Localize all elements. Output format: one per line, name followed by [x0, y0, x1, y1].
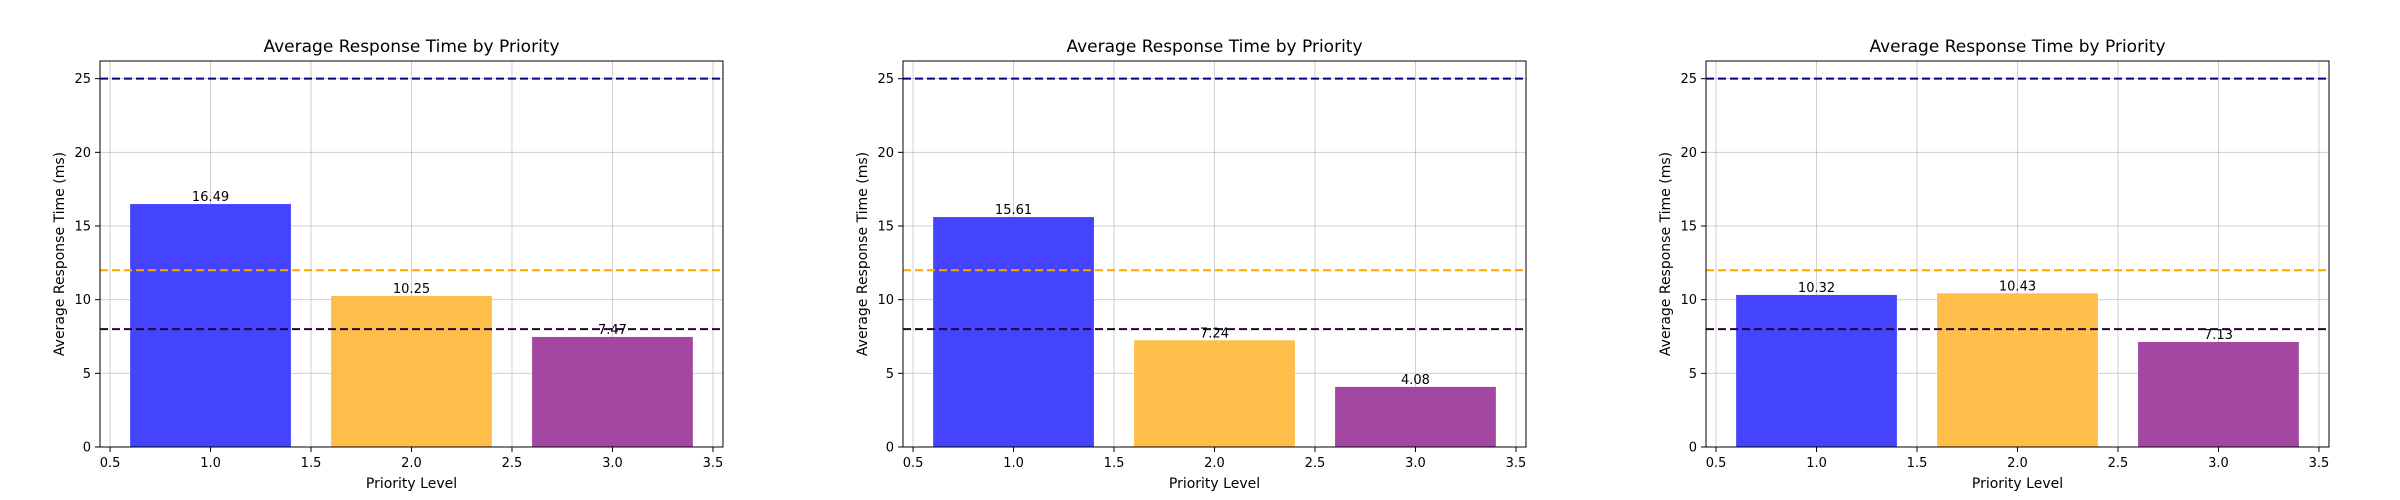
- y-tick-label: 25: [74, 72, 91, 87]
- x-tick-label: 3.0: [2208, 456, 2229, 471]
- y-tick-label: 20: [1680, 146, 1697, 161]
- chart-title: Average Response Time by Priority: [1066, 37, 1362, 57]
- x-tick-label: 3.5: [1506, 456, 1527, 471]
- bar-value-label: 4.08: [1401, 373, 1430, 388]
- x-tick-label: 3.0: [1405, 456, 1426, 471]
- bar-value-label: 7.47: [598, 323, 627, 338]
- bar-priority-1: [933, 217, 1094, 447]
- bar-priority-2: [1134, 340, 1295, 447]
- x-tick-label: 0.5: [1706, 456, 1727, 471]
- bar-value-label: 15.61: [995, 203, 1032, 218]
- y-tick-label: 15: [877, 220, 894, 235]
- x-tick-label: 2.5: [1305, 456, 1326, 471]
- x-tick-label: 1.0: [1003, 456, 1024, 471]
- bar-priority-3: [532, 336, 693, 447]
- y-tick-label: 0: [1689, 441, 1697, 456]
- bar-priority-1: [130, 204, 291, 447]
- x-axis-label: Priority Level: [366, 476, 457, 492]
- bar-value-label: 10.25: [393, 282, 430, 297]
- y-tick-label: 5: [886, 367, 894, 382]
- bar-priority-3: [2138, 341, 2299, 447]
- x-tick-label: 3.0: [602, 456, 623, 471]
- y-axis-label: Average Response Time (ms): [52, 152, 68, 356]
- y-tick-label: 5: [1689, 367, 1697, 382]
- x-tick-label: 2.0: [401, 456, 422, 471]
- x-axis-label: Priority Level: [1169, 476, 1260, 492]
- y-tick-label: 5: [83, 367, 91, 382]
- y-tick-label: 15: [1680, 220, 1697, 235]
- y-tick-label: 20: [74, 146, 91, 161]
- y-axis-label: Average Response Time (ms): [855, 152, 871, 356]
- x-tick-label: 1.5: [1907, 456, 1928, 471]
- x-tick-label: 3.5: [703, 456, 724, 471]
- x-tick-label: 2.0: [1204, 456, 1225, 471]
- y-tick-label: 10: [1680, 293, 1697, 308]
- x-tick-label: 0.5: [100, 456, 121, 471]
- x-tick-label: 2.5: [502, 456, 523, 471]
- y-tick-label: 10: [74, 293, 91, 308]
- chart-2: 15.61 7.24 4.08 0.5 1.0 1.5 2.0 2.5 3.0 3.5 0 5 10 15…: [855, 37, 1527, 492]
- bar-priority-3: [1335, 386, 1496, 447]
- x-tick-label: 1.0: [200, 456, 221, 471]
- chart-1: 16.49 10.25 7.47 0.5 1.0 1.5 2.0 2.5 3.0 3.5 0 5 10 1…: [52, 37, 724, 492]
- y-tick-label: 25: [877, 72, 894, 87]
- x-tick-label: 2.5: [2108, 456, 2129, 471]
- bar-value-label: 10.43: [1999, 279, 2036, 294]
- y-tick-label: 10: [877, 293, 894, 308]
- x-tick-label: 0.5: [903, 456, 924, 471]
- y-tick-label: 15: [74, 220, 91, 235]
- x-tick-label: 1.5: [1104, 456, 1125, 471]
- bar-value-label: 7.13: [2204, 328, 2233, 343]
- y-tick-label: 0: [886, 441, 894, 456]
- x-tick-label: 1.5: [301, 456, 322, 471]
- y-tick-label: 20: [877, 146, 894, 161]
- bar-priority-2: [1937, 293, 2098, 447]
- chart-3: 10.32 10.43 7.13 0.5 1.0 1.5 2.0 2.5 3.0 3.5 0 5 10 1…: [1658, 37, 2330, 492]
- chart-title: Average Response Time by Priority: [1869, 37, 2165, 57]
- bar-value-label: 7.24: [1200, 326, 1229, 341]
- x-tick-label: 2.0: [2007, 456, 2028, 471]
- y-tick-label: 0: [83, 441, 91, 456]
- bar-value-label: 10.32: [1798, 281, 1835, 296]
- x-axis-label: Priority Level: [1972, 476, 2063, 492]
- chart-title: Average Response Time by Priority: [263, 37, 559, 57]
- bar-value-label: 16.49: [192, 190, 229, 205]
- y-tick-label: 25: [1680, 72, 1697, 87]
- y-axis-label: Average Response Time (ms): [1658, 152, 1674, 356]
- bar-priority-1: [1736, 294, 1897, 447]
- x-tick-label: 3.5: [2309, 456, 2330, 471]
- bar-priority-2: [331, 295, 492, 447]
- x-tick-label: 1.0: [1806, 456, 1827, 471]
